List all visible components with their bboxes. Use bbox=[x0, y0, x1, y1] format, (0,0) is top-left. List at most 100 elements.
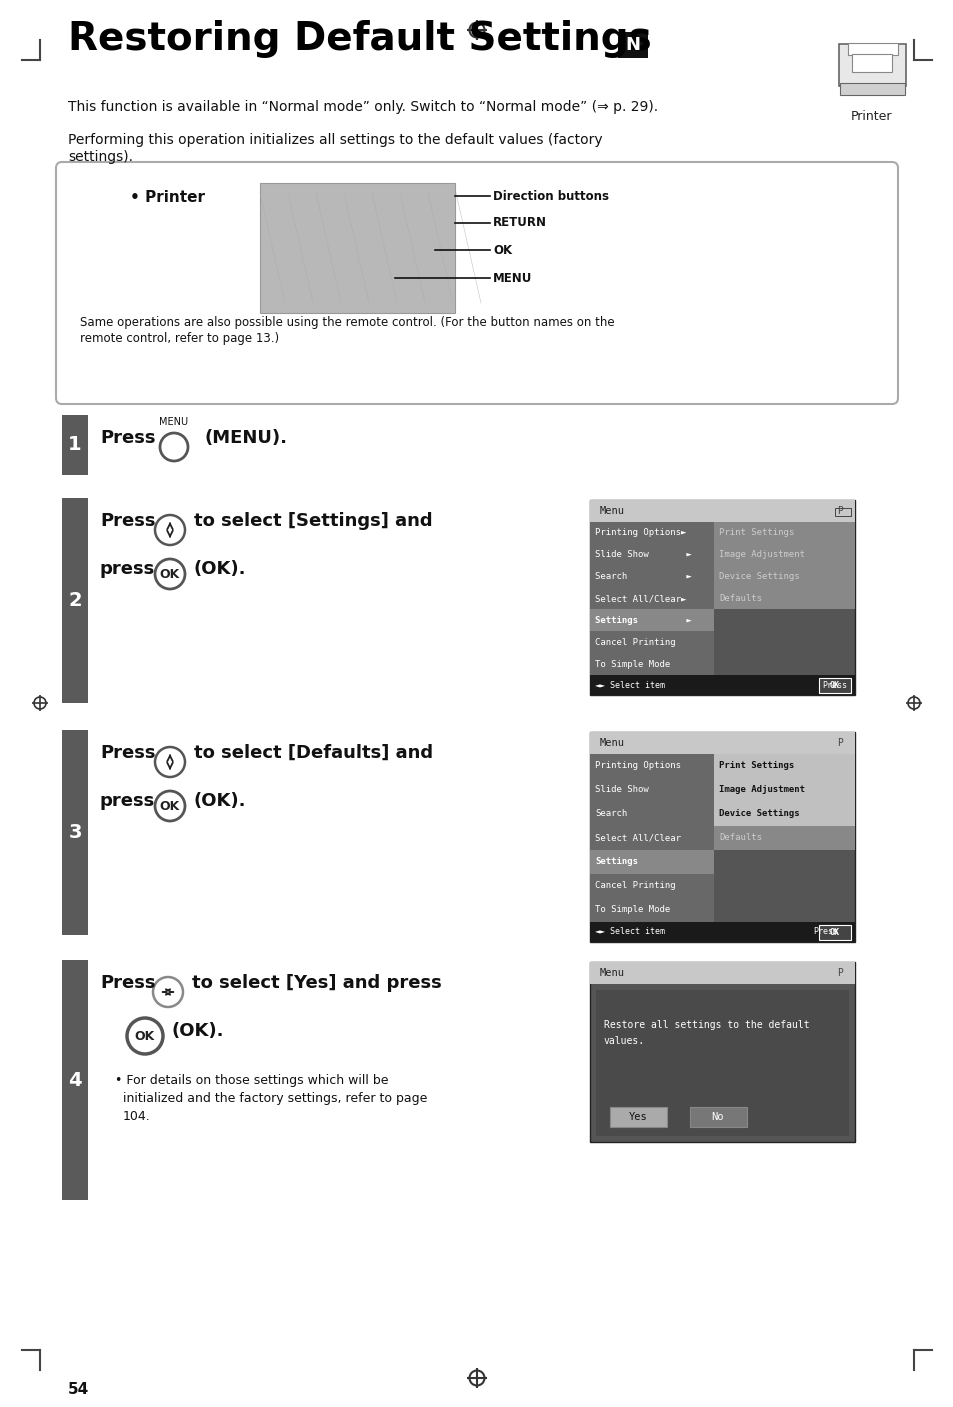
FancyBboxPatch shape bbox=[589, 609, 713, 632]
Text: Printing Options►: Printing Options► bbox=[595, 529, 685, 537]
Text: to select [Settings] and: to select [Settings] and bbox=[193, 512, 432, 530]
Text: Press: Press bbox=[812, 927, 837, 937]
Text: Cancel Printing: Cancel Printing bbox=[595, 882, 675, 891]
FancyBboxPatch shape bbox=[589, 732, 854, 754]
Text: Press: Press bbox=[821, 681, 846, 689]
FancyBboxPatch shape bbox=[589, 898, 713, 922]
FancyBboxPatch shape bbox=[62, 415, 88, 476]
FancyBboxPatch shape bbox=[851, 53, 891, 72]
FancyBboxPatch shape bbox=[260, 183, 455, 312]
Text: Menu: Menu bbox=[599, 739, 624, 749]
FancyBboxPatch shape bbox=[589, 922, 854, 943]
Text: OK: OK bbox=[160, 799, 180, 812]
Text: Press: Press bbox=[100, 744, 155, 763]
Text: Printer: Printer bbox=[850, 110, 892, 122]
Text: To Simple Mode: To Simple Mode bbox=[595, 660, 670, 668]
Text: P: P bbox=[836, 968, 842, 978]
FancyBboxPatch shape bbox=[589, 499, 854, 522]
Text: Direction buttons: Direction buttons bbox=[493, 190, 608, 203]
FancyBboxPatch shape bbox=[840, 83, 904, 96]
FancyBboxPatch shape bbox=[818, 924, 850, 940]
FancyBboxPatch shape bbox=[713, 545, 854, 566]
Text: No: No bbox=[711, 1112, 723, 1121]
FancyBboxPatch shape bbox=[609, 1107, 666, 1127]
FancyBboxPatch shape bbox=[713, 802, 854, 826]
Text: Device Settings: Device Settings bbox=[719, 809, 799, 819]
FancyBboxPatch shape bbox=[589, 499, 854, 695]
Text: Slide Show       ►: Slide Show ► bbox=[595, 550, 691, 560]
Text: P: P bbox=[836, 507, 842, 516]
FancyBboxPatch shape bbox=[589, 653, 713, 675]
Text: Restoring Default Settings: Restoring Default Settings bbox=[68, 20, 651, 58]
Text: OK: OK bbox=[829, 681, 840, 689]
Text: OK: OK bbox=[493, 243, 512, 256]
FancyBboxPatch shape bbox=[818, 678, 850, 694]
Text: Image Adjustment: Image Adjustment bbox=[719, 785, 804, 795]
FancyBboxPatch shape bbox=[62, 730, 88, 936]
FancyBboxPatch shape bbox=[713, 588, 854, 609]
FancyBboxPatch shape bbox=[847, 44, 897, 55]
FancyBboxPatch shape bbox=[589, 826, 713, 850]
Text: Cancel Printing: Cancel Printing bbox=[595, 637, 675, 647]
FancyBboxPatch shape bbox=[589, 802, 713, 826]
Text: Search: Search bbox=[595, 809, 626, 819]
FancyBboxPatch shape bbox=[589, 778, 713, 802]
Text: Device Settings: Device Settings bbox=[719, 573, 799, 581]
FancyBboxPatch shape bbox=[62, 498, 88, 704]
FancyBboxPatch shape bbox=[618, 32, 647, 58]
Text: Print Settings: Print Settings bbox=[719, 529, 794, 537]
Text: 1: 1 bbox=[68, 436, 82, 454]
FancyBboxPatch shape bbox=[62, 960, 88, 1200]
Text: Defaults: Defaults bbox=[719, 594, 761, 604]
Text: to select [Yes] and press: to select [Yes] and press bbox=[192, 974, 441, 992]
Text: 54: 54 bbox=[68, 1382, 90, 1397]
Text: Print Settings: Print Settings bbox=[719, 761, 794, 771]
Text: Menu: Menu bbox=[599, 968, 624, 978]
Text: MENU: MENU bbox=[159, 416, 189, 426]
Text: 104.: 104. bbox=[123, 1110, 151, 1123]
Text: Same operations are also possible using the remote control. (For the button name: Same operations are also possible using … bbox=[80, 317, 614, 329]
Text: ◄► Select item: ◄► Select item bbox=[595, 681, 664, 689]
Text: press: press bbox=[100, 560, 155, 578]
Text: (OK).: (OK). bbox=[193, 792, 246, 810]
Text: OK: OK bbox=[829, 929, 840, 937]
FancyBboxPatch shape bbox=[713, 522, 854, 545]
Text: 3: 3 bbox=[69, 823, 82, 841]
Text: values.: values. bbox=[603, 1036, 644, 1045]
Text: To Simple Mode: To Simple Mode bbox=[595, 906, 670, 915]
FancyBboxPatch shape bbox=[838, 44, 905, 86]
FancyBboxPatch shape bbox=[589, 566, 713, 588]
FancyBboxPatch shape bbox=[689, 1107, 746, 1127]
Text: OK: OK bbox=[160, 567, 180, 581]
FancyBboxPatch shape bbox=[589, 588, 713, 609]
Text: N: N bbox=[625, 37, 639, 53]
Text: Slide Show: Slide Show bbox=[595, 785, 648, 795]
Text: to select [Defaults] and: to select [Defaults] and bbox=[193, 744, 433, 763]
FancyBboxPatch shape bbox=[713, 778, 854, 802]
Text: press: press bbox=[100, 792, 155, 810]
FancyBboxPatch shape bbox=[589, 850, 713, 874]
Text: Press: Press bbox=[100, 974, 155, 992]
Text: This function is available in “Normal mode” only. Switch to “Normal mode” (⇒ p. : This function is available in “Normal mo… bbox=[68, 100, 658, 114]
Text: Image Adjustment: Image Adjustment bbox=[719, 550, 804, 560]
Text: settings).: settings). bbox=[68, 151, 132, 165]
Text: • Printer: • Printer bbox=[130, 190, 205, 205]
FancyBboxPatch shape bbox=[713, 566, 854, 588]
FancyBboxPatch shape bbox=[589, 874, 713, 898]
Text: ◄► Select item: ◄► Select item bbox=[595, 927, 664, 937]
Text: Search           ►: Search ► bbox=[595, 573, 691, 581]
FancyBboxPatch shape bbox=[56, 162, 897, 404]
Text: MENU: MENU bbox=[493, 272, 532, 284]
Text: Printing Options: Printing Options bbox=[595, 761, 680, 771]
FancyBboxPatch shape bbox=[589, 962, 854, 1142]
Text: Performing this operation initializes all settings to the default values (factor: Performing this operation initializes al… bbox=[68, 134, 602, 146]
Text: RETURN: RETURN bbox=[493, 217, 546, 229]
Text: 4: 4 bbox=[68, 1071, 82, 1089]
Text: • For details on those settings which will be: • For details on those settings which wi… bbox=[115, 1074, 388, 1088]
FancyBboxPatch shape bbox=[589, 545, 713, 566]
Text: Select All/Clear►: Select All/Clear► bbox=[595, 594, 685, 604]
FancyBboxPatch shape bbox=[589, 962, 854, 983]
Text: initialized and the factory settings, refer to page: initialized and the factory settings, re… bbox=[123, 1092, 427, 1104]
FancyBboxPatch shape bbox=[713, 826, 854, 850]
Text: Settings: Settings bbox=[595, 857, 638, 867]
